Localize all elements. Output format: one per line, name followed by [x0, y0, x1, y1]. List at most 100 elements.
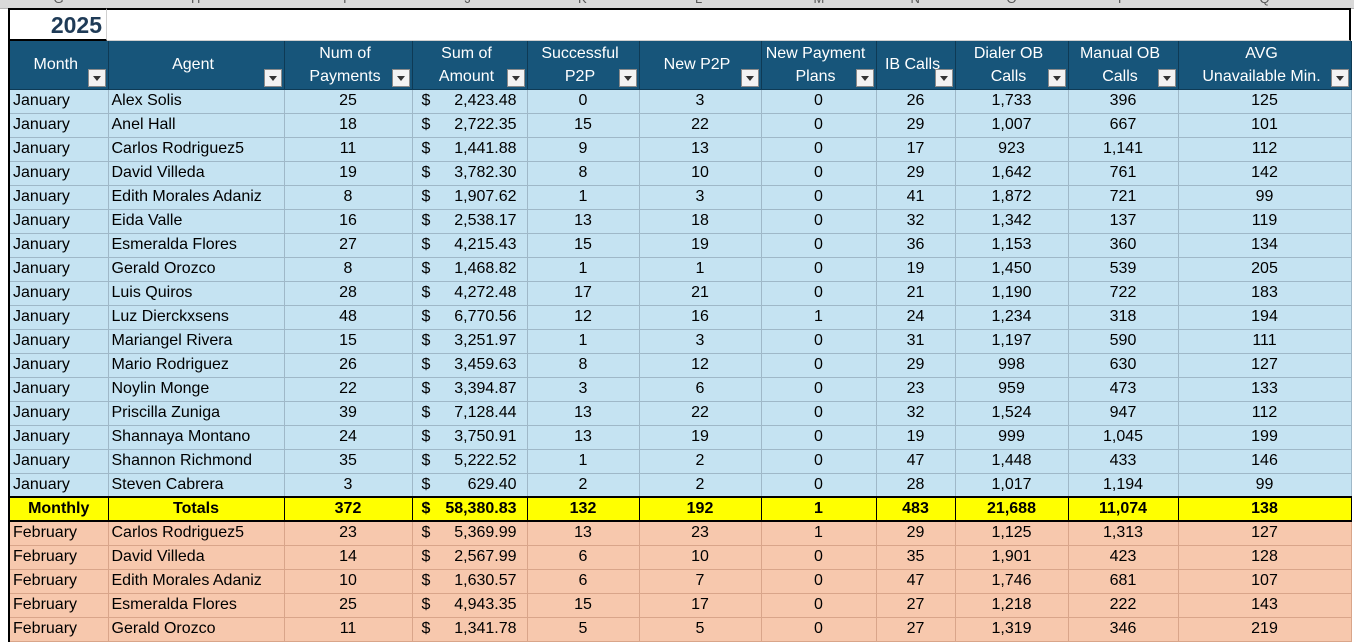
cell-dialer_ob_calls[interactable]: 1,448 [955, 449, 1069, 474]
cell-new_payment_plans[interactable]: 0 [761, 593, 877, 618]
column-letter[interactable]: L [695, 0, 702, 6]
cell-successful_p2p[interactable]: 12 [527, 305, 640, 330]
cell-avg_unavailable[interactable]: 112 [1178, 137, 1352, 162]
cell-num_payments[interactable]: 25 [284, 89, 413, 114]
cell-new_payment_plans[interactable]: 1 [761, 305, 877, 330]
cell-ib_calls[interactable]: 29 [876, 113, 956, 138]
cell-successful_p2p[interactable]: 1 [527, 185, 640, 210]
cell-successful_p2p[interactable]: 3 [527, 377, 640, 402]
cell-agent[interactable]: Gerald Orozco [108, 257, 285, 282]
cell-sum_amount[interactable]: $1,907.62 [412, 185, 528, 210]
cell-manual_ob_calls[interactable]: 1,045 [1068, 425, 1179, 450]
cell-new_p2p[interactable]: 2 [639, 449, 762, 474]
cell-manual_ob_calls[interactable]: 667 [1068, 113, 1179, 138]
cell-successful_p2p[interactable]: 1 [527, 329, 640, 354]
cell-num_payments[interactable]: 22 [284, 377, 413, 402]
cell-dialer_ob_calls[interactable]: 1,153 [955, 233, 1069, 258]
cell-month[interactable]: January [9, 425, 109, 450]
cell-num_payments[interactable]: 14 [284, 545, 413, 570]
cell-num_payments[interactable]: 26 [284, 353, 413, 378]
cell-ib_calls[interactable]: 27 [876, 617, 956, 642]
cell-manual_ob_calls[interactable]: 539 [1068, 257, 1179, 282]
column-letter[interactable]: P [1118, 0, 1127, 6]
filter-dropdown-icon[interactable] [1047, 68, 1066, 87]
cell-avg_unavailable[interactable]: 194 [1178, 305, 1352, 330]
cell-new_p2p[interactable]: 23 [639, 521, 762, 546]
cell-manual_ob_calls[interactable]: 1,194 [1068, 473, 1179, 498]
column-letter[interactable]: H [191, 0, 200, 6]
cell-sum_amount[interactable]: $2,423.48 [412, 89, 528, 114]
cell-month[interactable]: January [9, 113, 109, 138]
cell-avg_unavailable[interactable]: 219 [1178, 617, 1352, 642]
cell-manual_ob_calls[interactable]: 1,141 [1068, 137, 1179, 162]
cell-agent[interactable]: Luis Quiros [108, 281, 285, 306]
cell-agent[interactable]: Edith Morales Adaniz [108, 185, 285, 210]
cell-new_payment_plans[interactable]: 0 [761, 185, 877, 210]
cell-avg_unavailable[interactable]: 205 [1178, 257, 1352, 282]
cell-month[interactable]: February [9, 545, 109, 570]
cell-avg_unavailable[interactable]: 127 [1178, 353, 1352, 378]
filter-dropdown-icon[interactable] [506, 68, 525, 87]
cell-month[interactable]: February [9, 569, 109, 594]
column-letter[interactable]: Q [1260, 0, 1270, 6]
filter-dropdown-icon[interactable] [263, 68, 282, 87]
totals-cell[interactable]: 1 [761, 496, 877, 522]
cell-month[interactable]: January [9, 377, 109, 402]
cell-num_payments[interactable]: 16 [284, 209, 413, 234]
cell-avg_unavailable[interactable]: 133 [1178, 377, 1352, 402]
cell-new_payment_plans[interactable]: 0 [761, 425, 877, 450]
cell-new_p2p[interactable]: 16 [639, 305, 762, 330]
cell-new_payment_plans[interactable]: 0 [761, 449, 877, 474]
cell-num_payments[interactable]: 18 [284, 113, 413, 138]
cell-ib_calls[interactable]: 24 [876, 305, 956, 330]
cell-dialer_ob_calls[interactable]: 1,234 [955, 305, 1069, 330]
cell-agent[interactable]: Esmeralda Flores [108, 233, 285, 258]
cell-sum_amount[interactable]: $4,272.48 [412, 281, 528, 306]
cell-agent[interactable]: Carlos Rodriguez5 [108, 137, 285, 162]
cell-month[interactable]: January [9, 257, 109, 282]
cell-agent[interactable]: David Villeda [108, 161, 285, 186]
cell-manual_ob_calls[interactable]: 396 [1068, 89, 1179, 114]
cell-agent[interactable]: Esmeralda Flores [108, 593, 285, 618]
cell-agent[interactable]: Shannon Richmond [108, 449, 285, 474]
cell-avg_unavailable[interactable]: 127 [1178, 521, 1352, 546]
cell-successful_p2p[interactable]: 13 [527, 425, 640, 450]
cell-manual_ob_calls[interactable]: 722 [1068, 281, 1179, 306]
year-row-empty-cells[interactable] [107, 8, 1351, 41]
totals-cell[interactable]: 372 [284, 496, 413, 522]
cell-sum_amount[interactable]: $5,222.52 [412, 449, 528, 474]
cell-month[interactable]: February [9, 521, 109, 546]
cell-month[interactable]: January [9, 473, 109, 498]
cell-new_payment_plans[interactable]: 0 [761, 209, 877, 234]
cell-successful_p2p[interactable]: 13 [527, 401, 640, 426]
cell-sum_amount[interactable]: $7,128.44 [412, 401, 528, 426]
cell-num_payments[interactable]: 11 [284, 617, 413, 642]
cell-ib_calls[interactable]: 23 [876, 377, 956, 402]
cell-new_payment_plans[interactable]: 0 [761, 329, 877, 354]
cell-num_payments[interactable]: 8 [284, 185, 413, 210]
cell-ib_calls[interactable]: 29 [876, 521, 956, 546]
cell-month[interactable]: January [9, 401, 109, 426]
cell-avg_unavailable[interactable]: 146 [1178, 449, 1352, 474]
cell-successful_p2p[interactable]: 6 [527, 569, 640, 594]
cell-dialer_ob_calls[interactable]: 1,901 [955, 545, 1069, 570]
cell-manual_ob_calls[interactable]: 1,313 [1068, 521, 1179, 546]
cell-sum_amount[interactable]: $1,441.88 [412, 137, 528, 162]
cell-ib_calls[interactable]: 26 [876, 89, 956, 114]
cell-num_payments[interactable]: 39 [284, 401, 413, 426]
totals-cell[interactable]: 483 [876, 496, 956, 522]
cell-dialer_ob_calls[interactable]: 1,218 [955, 593, 1069, 618]
cell-num_payments[interactable]: 48 [284, 305, 413, 330]
cell-month[interactable]: January [9, 161, 109, 186]
cell-new_payment_plans[interactable]: 0 [761, 569, 877, 594]
cell-ib_calls[interactable]: 29 [876, 161, 956, 186]
cell-agent[interactable]: Carlos Rodriguez5 [108, 521, 285, 546]
totals-cell[interactable]: 138 [1178, 496, 1352, 522]
cell-new_payment_plans[interactable]: 0 [761, 545, 877, 570]
cell-successful_p2p[interactable]: 15 [527, 233, 640, 258]
cell-avg_unavailable[interactable]: 112 [1178, 401, 1352, 426]
cell-new_payment_plans[interactable]: 0 [761, 281, 877, 306]
column-letter[interactable]: K [578, 0, 587, 6]
year-cell[interactable]: 2025 [8, 8, 107, 41]
cell-avg_unavailable[interactable]: 119 [1178, 209, 1352, 234]
